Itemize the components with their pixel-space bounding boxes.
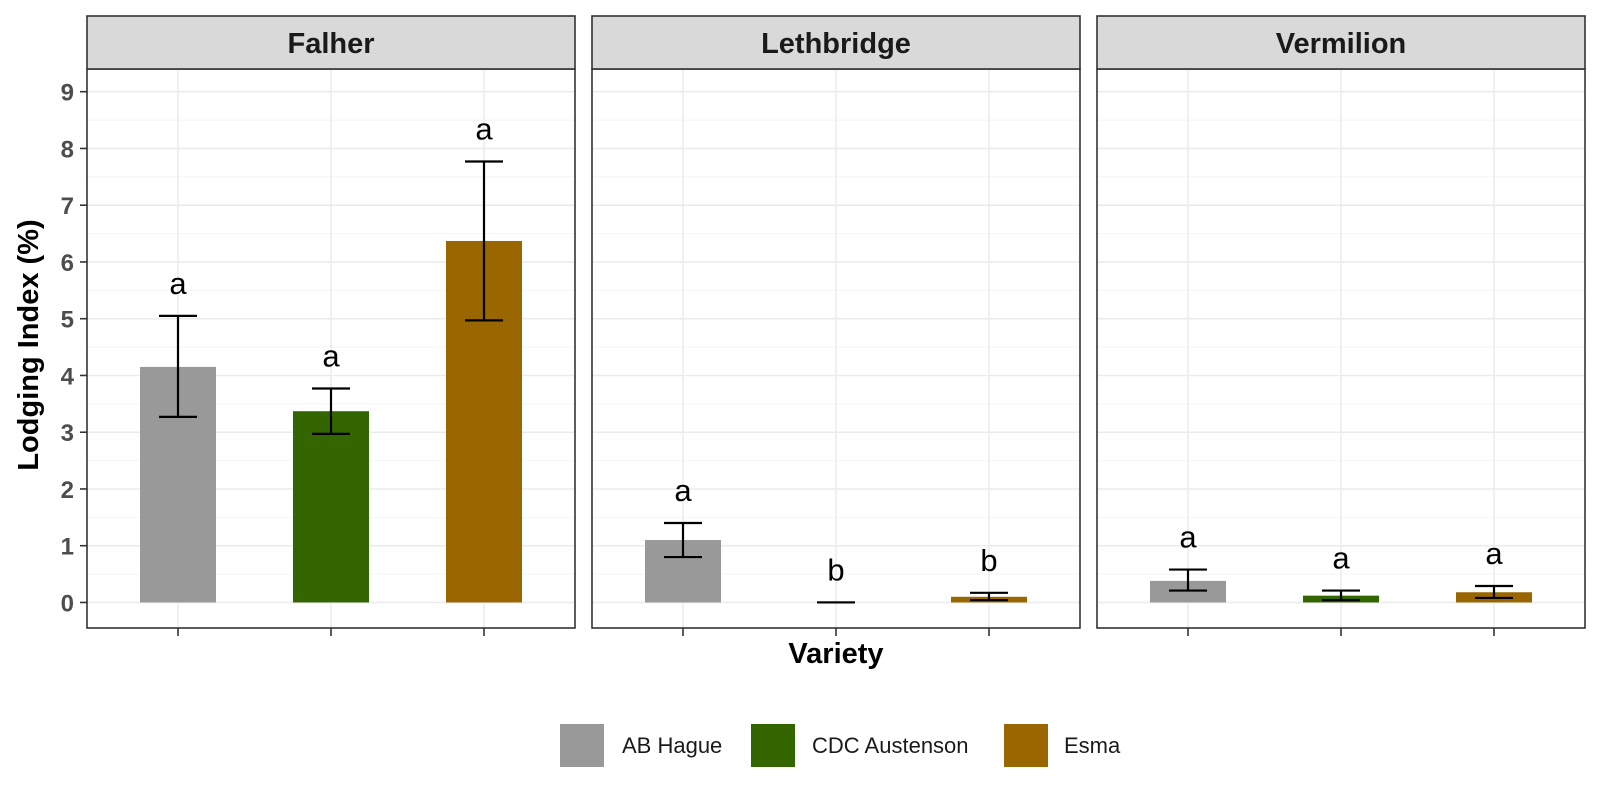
facet-strip-label: Lethbridge: [761, 28, 911, 60]
legend-key-esma: [1004, 724, 1048, 767]
y-tick-label: 8: [61, 136, 74, 163]
y-tick-label: 2: [61, 477, 74, 504]
legend-item-esma: Esma: [1004, 724, 1121, 767]
error-bar-ab-hague: [159, 314, 197, 418]
bar-ab-hague: [1150, 580, 1226, 603]
legend-key-ab-hague: [560, 724, 604, 767]
error-bar-esma: [1475, 584, 1513, 600]
legend-label: CDC Austenson: [812, 733, 969, 758]
y-tick-label: 7: [61, 193, 74, 220]
y-tick-label: 5: [61, 307, 74, 334]
facet-lethbridge: a b b Lethbridge: [591, 15, 1081, 636]
error-bar-ab-hague: [1169, 568, 1207, 592]
error-bar-cdc-austenson: [1322, 589, 1360, 602]
legend-item-ab-hague: AB Hague: [560, 724, 722, 767]
significance-letter: a: [322, 339, 340, 374]
significance-letter: b: [827, 552, 844, 587]
facet-strip-label: Falher: [287, 28, 374, 60]
y-tick-label: 3: [61, 420, 74, 447]
y-tick-label: 6: [61, 250, 74, 277]
y-tick-label: 9: [61, 80, 74, 107]
y-tick-label: 4: [61, 363, 75, 390]
legend-key-cdc-austenson: [751, 724, 795, 767]
error-bar-ab-hague: [664, 521, 702, 559]
error-bar-esma: [465, 160, 503, 322]
y-axis: 0 1 2 3 4 5 6 7 8 9: [61, 80, 87, 617]
y-tick-label: 0: [61, 590, 74, 617]
facet-strip: [1096, 15, 1586, 70]
significance-letter: a: [1332, 541, 1350, 576]
bar-cdc-austenson: [293, 411, 369, 603]
legend-item-cdc-austenson: CDC Austenson: [751, 724, 969, 767]
facet-falher: a a a Falher: [86, 15, 576, 636]
significance-letter: a: [169, 266, 187, 301]
facet-vermilion: a a a Vermilion: [1096, 15, 1586, 636]
facet-strip-label: Vermilion: [1276, 28, 1407, 60]
significance-letter: b: [980, 543, 997, 578]
legend: AB Hague CDC Austenson Esma: [560, 724, 1121, 767]
facet-strip: [591, 15, 1081, 70]
y-axis-title: Lodging Index (%): [13, 219, 45, 470]
significance-letter: a: [475, 112, 493, 147]
facet-strip: [86, 15, 576, 70]
x-axis-title: Variety: [788, 638, 883, 670]
facet-panels: a a a Falher a b b Lethbridge a a a Vermilion: [86, 15, 1586, 636]
error-bar-cdc-austenson: [312, 387, 350, 436]
significance-letter: a: [674, 473, 692, 508]
significance-letter: a: [1179, 520, 1197, 555]
legend-label: AB Hague: [622, 733, 722, 758]
y-tick-label: 1: [61, 534, 74, 561]
error-bar-esma: [970, 591, 1008, 602]
significance-letter: a: [1485, 536, 1503, 571]
legend-label: Esma: [1064, 733, 1121, 758]
